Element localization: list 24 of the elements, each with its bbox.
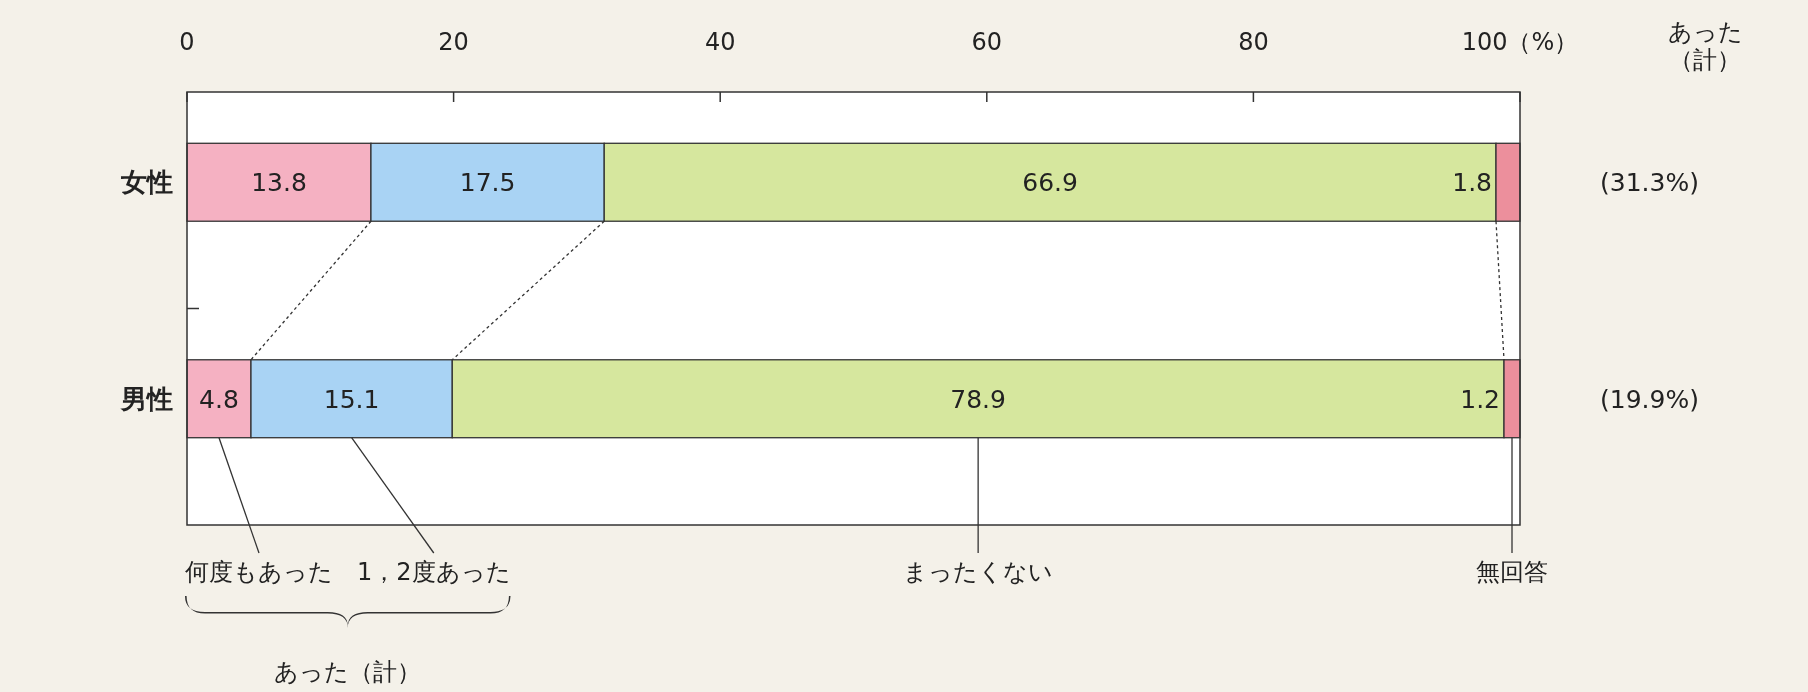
text: 1，2度あった <box>356 558 511 586</box>
data-label: 15.1 <box>323 384 380 414</box>
data-label: 17.5 <box>459 168 516 198</box>
text: まったくない <box>903 558 1054 586</box>
data-label: 4.8 <box>199 384 239 414</box>
x-tick-label: 100（%） <box>1461 28 1579 56</box>
x-tick-label: 60 <box>971 28 1003 56</box>
data-label: 13.8 <box>251 168 307 198</box>
x-tick-label: 40 <box>704 28 736 56</box>
x-tick-label: 0 <box>179 28 195 56</box>
data-label: 66.9 <box>1022 168 1078 198</box>
data-label: 1.8 <box>1452 168 1493 198</box>
text: (31.3%) <box>1600 168 1699 198</box>
x-tick-label: 80 <box>1238 28 1269 56</box>
text: 何度もあった <box>184 558 333 586</box>
text: 無回答 <box>1476 558 1548 586</box>
x-tick-label: 20 <box>438 28 469 56</box>
text: あった（計） <box>274 658 422 686</box>
data-label: 78.9 <box>950 384 1006 414</box>
data-label: 1.2 <box>1460 384 1500 414</box>
y-tick-label: 女性 <box>120 167 173 198</box>
text: (19.9%) <box>1600 384 1699 414</box>
y-tick-label: 男性 <box>120 383 173 414</box>
text: あった（計） <box>1666 18 1744 74</box>
